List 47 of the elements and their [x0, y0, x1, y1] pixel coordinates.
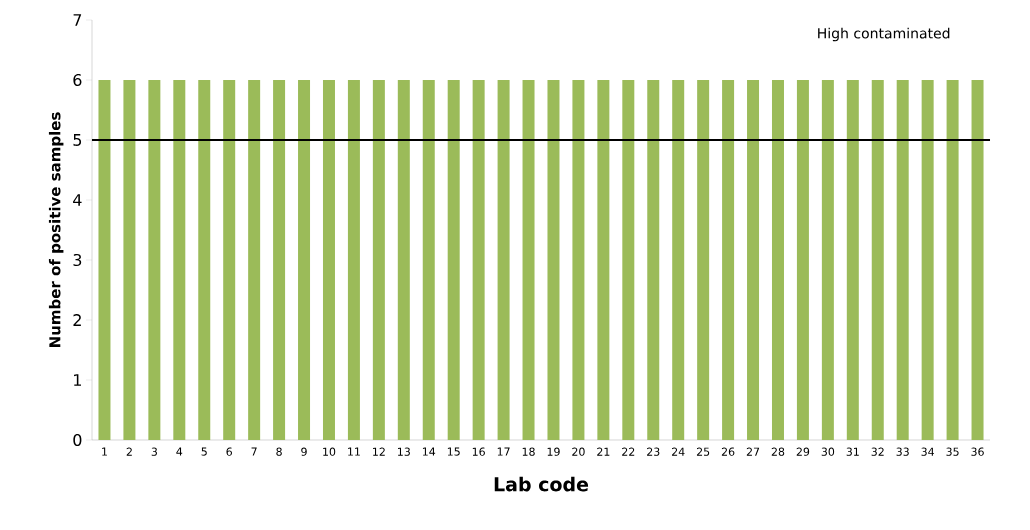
x-tick-label: 34	[921, 447, 935, 456]
x-tick-label: 19	[547, 447, 560, 456]
x-tick-label: 3	[151, 447, 157, 456]
y-tick-label: 3	[73, 253, 82, 267]
y-tick-label: 7	[73, 14, 82, 26]
x-tick-label: 29	[796, 447, 810, 456]
x-tick-label: 25	[696, 447, 710, 456]
x-tick-label: 10	[323, 447, 336, 456]
x-tick-label: 12	[373, 447, 385, 456]
x-tick-label: 28	[771, 447, 785, 456]
x-tick-label: 16	[472, 447, 485, 456]
y-tick-label: 6	[73, 73, 82, 87]
y-tick-label: 2	[73, 314, 81, 326]
x-tick-label: 1	[102, 447, 107, 456]
y-tick-label: 0	[73, 433, 82, 447]
x-axis-title: Lab code	[494, 476, 589, 492]
x-tick-label: 24	[672, 447, 685, 456]
x-tick-label: 5	[201, 447, 207, 456]
x-tick-label: 36	[971, 447, 984, 456]
x-tick-label: 13	[398, 447, 410, 456]
x-tick-label: 22	[622, 447, 635, 456]
x-tick-label: 2	[126, 447, 132, 456]
x-tick-label: 4	[176, 447, 183, 456]
x-tick-label: 27	[746, 447, 760, 456]
x-tick-label: 23	[647, 447, 660, 456]
x-tick-label: 6	[226, 447, 232, 456]
x-tick-label: 18	[522, 447, 535, 456]
annotation: High contaminated	[818, 27, 950, 42]
x-tick-label: 32	[871, 447, 884, 456]
x-tick-label: 7	[251, 447, 257, 456]
x-tick-label: 15	[447, 447, 460, 456]
x-tick-label: 30	[821, 447, 835, 456]
y-axis-title: Number of positive samples	[48, 112, 64, 347]
x-tick-label: 31	[846, 447, 859, 456]
x-tick-label: 11	[348, 447, 360, 456]
x-tick-label: 35	[946, 447, 959, 456]
x-tick-label: 21	[597, 447, 610, 456]
x-tick-label: 8	[276, 447, 282, 456]
x-tick-label: 20	[572, 447, 585, 456]
x-tick-label: 9	[301, 447, 307, 456]
y-tick-label: 4	[73, 194, 82, 206]
y-tick-label: 1	[74, 374, 81, 386]
x-tick-label: 14	[422, 447, 436, 456]
x-tick-label: 17	[497, 447, 510, 456]
x-tick-label: 33	[896, 447, 909, 456]
x-tick-label: 26	[721, 447, 735, 456]
y-tick-label: 5	[73, 134, 82, 146]
